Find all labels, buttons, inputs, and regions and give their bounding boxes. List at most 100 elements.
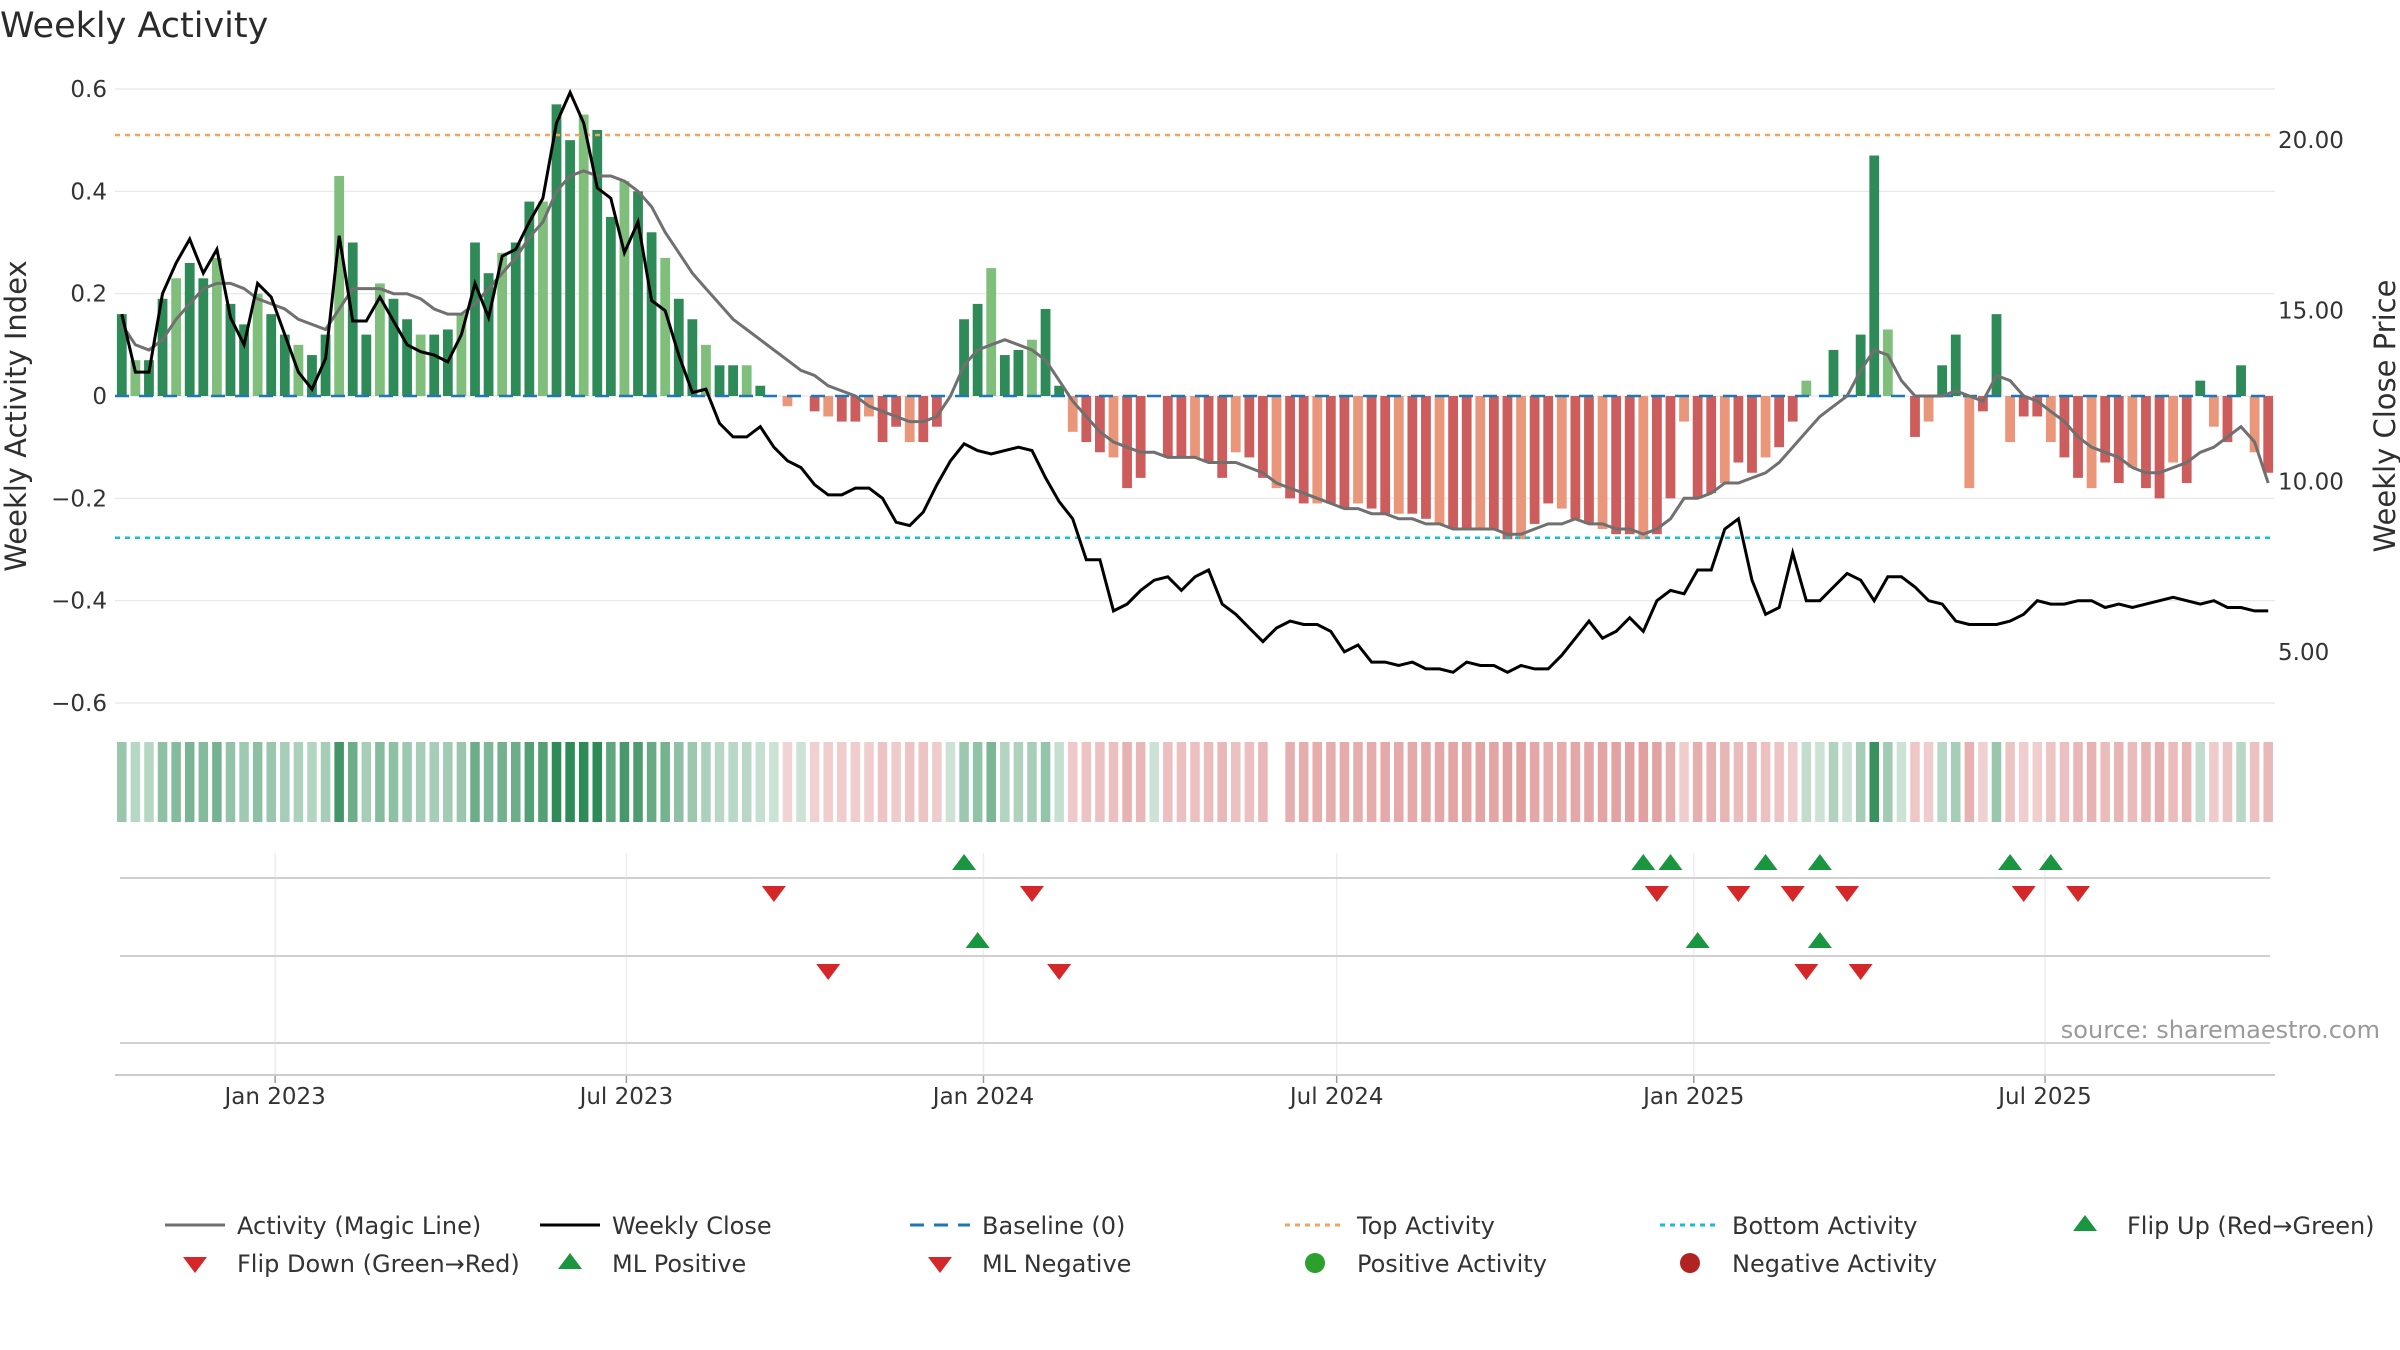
activity-bar	[1475, 396, 1486, 530]
activity-strip-cell	[1135, 742, 1146, 822]
activity-strip-cell	[2263, 742, 2273, 822]
activity-bar	[1855, 334, 1866, 396]
activity-bar	[1665, 396, 1676, 499]
activity-bar	[1122, 396, 1132, 489]
activity-bar	[2032, 396, 2043, 417]
activity-strip-cell	[1665, 742, 1676, 822]
activity-bar	[2086, 396, 2097, 489]
activity-bar	[1108, 396, 1119, 458]
legend-swatch	[1305, 1253, 1325, 1273]
activity-bar	[1828, 349, 1839, 396]
activity-bar	[578, 114, 589, 396]
activity-bar	[429, 334, 440, 396]
activity-bar	[2208, 396, 2219, 427]
activity-bar	[741, 365, 752, 396]
y2-tick-label: 20.00	[2278, 128, 2344, 154]
activity-bar	[1964, 396, 1975, 489]
activity-strip-cell	[1502, 742, 1513, 822]
activity-strip-cell	[1122, 742, 1132, 822]
activity-strip-cell	[633, 742, 643, 822]
activity-strip-cell	[1692, 742, 1703, 822]
activity-strip-cell	[565, 742, 575, 822]
signal-down-marker	[1794, 964, 1819, 980]
activity-strip-cell	[945, 742, 956, 822]
activity-bar	[1027, 339, 1037, 396]
activity-strip-cell	[1108, 742, 1119, 822]
activity-strip-cell	[1842, 742, 1852, 822]
activity-strip-cell	[1421, 742, 1431, 822]
activity-strip-cell	[877, 742, 888, 822]
activity-strip-cell	[592, 742, 603, 822]
activity-bar	[1910, 396, 1920, 437]
activity-strip-cell	[1461, 742, 1472, 822]
activity-bar	[1760, 396, 1771, 458]
activity-strip-cell	[741, 742, 752, 822]
activity-strip-cell	[2100, 742, 2110, 822]
activity-strip-cell	[361, 742, 372, 822]
activity-bar	[1013, 349, 1024, 396]
source-note: source: sharemaestro.com	[2060, 1016, 2380, 1044]
y-axis-label: Weekly Activity Index	[0, 260, 33, 571]
activity-strip-cell	[524, 742, 535, 822]
activity-bar	[1339, 396, 1350, 509]
activity-strip-cell	[1217, 742, 1227, 822]
weekly-close-line	[120, 88, 2269, 674]
activity-bar	[1706, 396, 1717, 494]
activity-bar	[1991, 314, 2002, 396]
activity-bar	[1502, 396, 1513, 540]
activity-strip-cell	[728, 742, 738, 822]
activity-bar	[2263, 396, 2274, 473]
activity-bar	[2127, 396, 2138, 468]
activity-bar	[1054, 385, 1065, 396]
activity-strip-cell	[1067, 742, 1078, 822]
activity-strip-cell	[1516, 742, 1526, 822]
activity-strip-cell	[809, 742, 820, 822]
activity-bar	[2168, 396, 2179, 463]
activity-bar	[1978, 396, 1988, 412]
activity-bar	[2018, 396, 2029, 417]
activity-strip-cell	[1244, 742, 1255, 822]
activity-strip-cell	[1027, 742, 1037, 822]
activity-strip-cell	[2222, 742, 2233, 822]
activity-strip-cell	[1448, 742, 1458, 822]
activity-strip-cell	[266, 742, 276, 822]
activity-bar	[375, 283, 385, 396]
activity-bar	[415, 334, 426, 396]
activity-bar	[1516, 396, 1526, 540]
activity-bar	[1882, 329, 1893, 396]
signal-up-marker	[1631, 854, 1656, 870]
activity-bar	[646, 232, 657, 396]
activity-bar	[605, 216, 616, 396]
activity-strip-cell	[1353, 742, 1363, 822]
activity-strip-cell	[1095, 742, 1105, 822]
activity-strip-cell	[157, 742, 168, 822]
activity-strip-cell	[225, 742, 236, 822]
activity-strip-cell	[1054, 742, 1064, 822]
activity-strip-cell	[1855, 742, 1866, 822]
activity-bar	[633, 191, 643, 396]
activity-strip-cell	[2046, 742, 2056, 822]
legend-label: Activity (Magic Line)	[237, 1212, 481, 1240]
y-tick-label: 0.6	[70, 77, 107, 103]
legend-label: Flip Down (Green→Red)	[237, 1250, 520, 1278]
y-tick-label: −0.4	[51, 589, 107, 615]
activity-strip-cell	[144, 742, 154, 822]
activity-bar	[1787, 396, 1798, 422]
activity-strip-cell	[687, 742, 698, 822]
activity-strip-cell	[1312, 742, 1323, 822]
activity-strip-cell	[606, 742, 616, 822]
activity-strip-cell	[497, 742, 507, 822]
activity-bar	[1380, 396, 1391, 514]
activity-strip-cell	[2018, 742, 2029, 822]
activity-strip-cell	[1720, 742, 1730, 822]
activity-strip-cell	[456, 742, 467, 822]
activity-strip-cell	[1611, 742, 1621, 822]
activity-bar	[2181, 396, 2192, 483]
activity-bar	[592, 129, 603, 396]
activity-strip-cell	[1937, 742, 1947, 822]
activity-bar	[782, 396, 793, 407]
legend-label: Baseline (0)	[982, 1212, 1125, 1240]
signal-up-marker	[952, 854, 977, 870]
activity-bar	[1040, 309, 1051, 396]
